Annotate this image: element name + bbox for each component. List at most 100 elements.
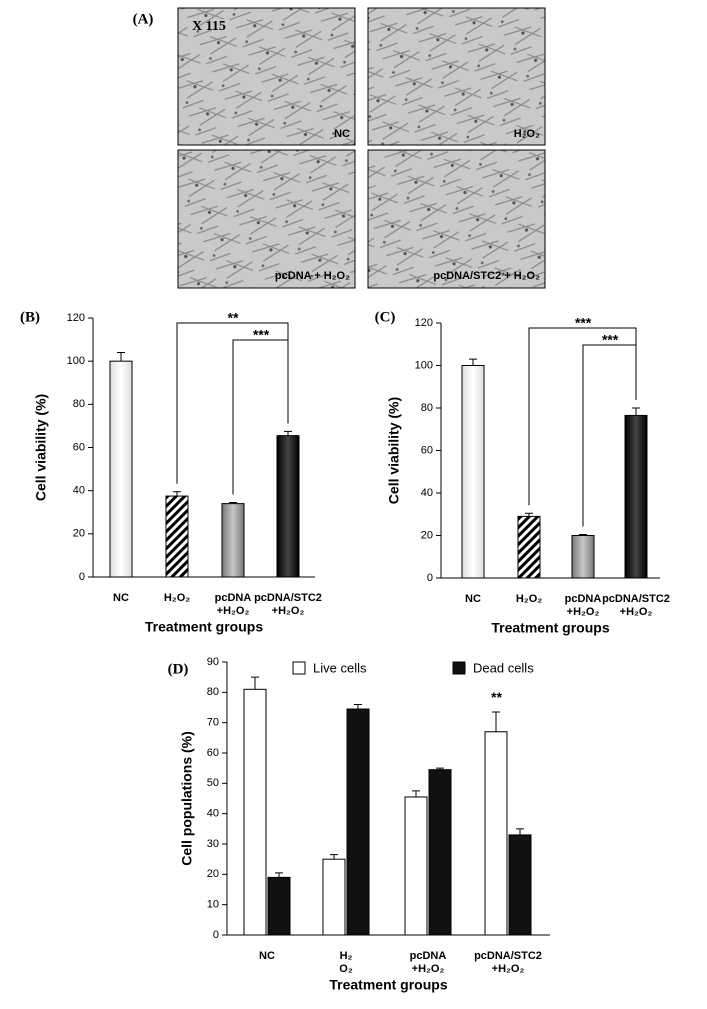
bar xyxy=(243,688,267,936)
y-tick-label: 80 xyxy=(73,398,85,410)
bar xyxy=(461,365,485,579)
error-bar xyxy=(229,502,237,504)
bar xyxy=(221,503,245,578)
bar xyxy=(404,796,428,936)
x-tick-label: +H₂O₂ xyxy=(217,605,250,617)
y-tick-label: 30 xyxy=(207,838,219,850)
y-tick-label: 120 xyxy=(415,317,433,329)
error-bar xyxy=(275,872,283,878)
x-tick-label: +H₂O₂ xyxy=(620,606,653,618)
bar xyxy=(484,731,508,936)
panel-label: (A) xyxy=(133,11,154,27)
panel-label: (D) xyxy=(168,661,189,677)
micrograph xyxy=(177,149,356,289)
y-tick-label: 50 xyxy=(207,777,219,789)
y-axis-label: Cell populations (%) xyxy=(179,731,195,866)
y-tick-label: 10 xyxy=(207,899,219,911)
y-tick-label: 100 xyxy=(67,355,85,367)
y-tick-label: 0 xyxy=(79,571,85,583)
legend-swatch xyxy=(292,661,306,675)
x-axis-label: Treatment groups xyxy=(491,620,609,636)
x-tick-label: +H₂O₂ xyxy=(567,606,600,618)
bar xyxy=(346,708,370,936)
legend-label: Dead cells xyxy=(473,660,534,675)
bar xyxy=(109,360,133,578)
error-bar xyxy=(354,703,362,710)
bar xyxy=(624,414,648,579)
y-tick-label: 60 xyxy=(421,444,433,456)
bar xyxy=(165,495,189,578)
micrograph xyxy=(367,149,546,289)
x-tick-label: pcDNA xyxy=(410,950,447,962)
micrograph xyxy=(177,7,356,146)
y-tick-label: 60 xyxy=(207,747,219,759)
x-tick-label: H₂ xyxy=(340,950,353,962)
y-tick-label: 0 xyxy=(427,572,433,584)
bar xyxy=(508,834,532,936)
significance-bracket xyxy=(232,339,289,495)
significance-label: *** xyxy=(574,315,591,331)
micrograph xyxy=(367,7,546,146)
bar xyxy=(322,858,346,936)
y-tick-label: 40 xyxy=(207,808,219,820)
x-tick-label: pcDNA xyxy=(565,593,602,605)
magnification: X 115 xyxy=(192,19,226,34)
bar xyxy=(517,515,541,579)
error-bar xyxy=(251,676,259,690)
bar xyxy=(267,876,291,936)
y-tick-label: 40 xyxy=(421,487,433,499)
x-tick-label: O₂ xyxy=(339,963,353,975)
error-bar xyxy=(516,828,524,835)
y-axis-label: Cell viability (%) xyxy=(33,394,49,501)
x-tick-label: pcDNA/STC2 xyxy=(254,592,322,604)
x-axis-label: Treatment groups xyxy=(145,619,263,635)
x-axis-label: Treatment groups xyxy=(329,977,447,993)
annotation: ** xyxy=(491,689,502,705)
y-tick-label: 40 xyxy=(73,485,85,497)
significance-bracket xyxy=(582,344,637,527)
x-tick-label: pcDNA xyxy=(215,592,252,604)
x-tick-label: pcDNA/STC2 xyxy=(602,593,670,605)
y-tick-label: 20 xyxy=(421,529,433,541)
x-tick-label: +H₂O₂ xyxy=(412,963,445,975)
y-tick-label: 60 xyxy=(73,441,85,453)
y-tick-label: 70 xyxy=(207,717,219,729)
legend-swatch xyxy=(452,661,466,675)
image-label: H₂O₂ xyxy=(514,128,540,140)
error-bar xyxy=(632,407,640,416)
image-label: NC xyxy=(334,128,350,140)
bar xyxy=(428,769,452,936)
bar xyxy=(571,535,595,579)
x-tick-label: +H₂O₂ xyxy=(492,963,525,975)
y-tick-label: 120 xyxy=(67,312,85,324)
bar xyxy=(276,435,300,578)
x-tick-label: pcDNA/STC2 xyxy=(474,950,542,962)
panel-label: (B) xyxy=(20,309,40,325)
x-tick-label: H₂O₂ xyxy=(516,593,542,605)
y-tick-label: 90 xyxy=(207,656,219,668)
micrographs: X 115 NC H₂O₂ pcDNA + H₂O₂ pcDNA/STC2 + … xyxy=(177,7,546,289)
y-tick-label: 20 xyxy=(207,868,219,880)
error-bar xyxy=(579,533,587,536)
x-tick-label: NC xyxy=(259,950,275,962)
image-label: pcDNA + H₂O₂ xyxy=(275,270,350,282)
error-bar xyxy=(173,491,181,497)
error-bar xyxy=(469,358,477,366)
significance-label: *** xyxy=(252,327,269,343)
error-bar xyxy=(525,512,533,517)
panel-label: (C) xyxy=(375,309,396,325)
error-bar xyxy=(412,790,420,797)
error-bar xyxy=(436,767,444,770)
y-tick-label: 100 xyxy=(415,359,433,371)
y-tick-label: 80 xyxy=(207,686,219,698)
legend-label: Live cells xyxy=(313,660,367,675)
image-label: pcDNA/STC2 + H₂O₂ xyxy=(433,270,540,282)
significance-label: *** xyxy=(601,332,618,348)
y-tick-label: 20 xyxy=(73,528,85,540)
x-tick-label: NC xyxy=(465,593,481,605)
y-tick-label: 0 xyxy=(213,929,219,941)
error-bar xyxy=(492,711,500,732)
error-bar xyxy=(284,430,292,436)
error-bar xyxy=(117,352,125,362)
